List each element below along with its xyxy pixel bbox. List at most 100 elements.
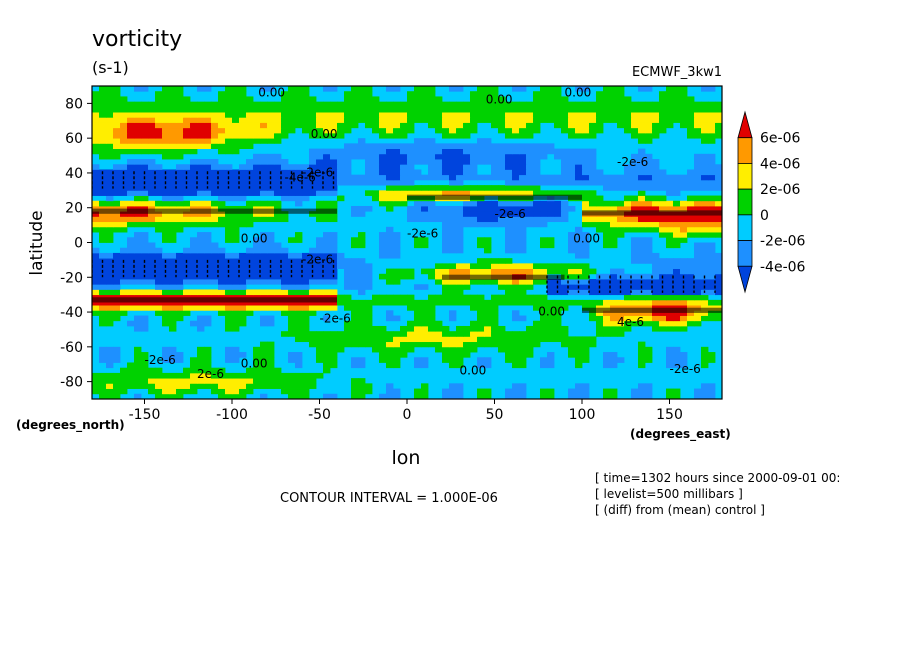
field-cell — [638, 112, 646, 118]
field-cell — [533, 127, 541, 134]
field-cell — [498, 169, 506, 176]
field-cell — [435, 341, 443, 348]
field-cell — [323, 148, 331, 155]
field-cell — [456, 357, 464, 363]
field-cell — [337, 106, 345, 113]
field-cell — [638, 164, 646, 170]
field-cell — [540, 200, 548, 207]
field-cell — [498, 279, 506, 285]
field-cell — [337, 258, 345, 264]
field-cell — [561, 101, 569, 108]
field-cell — [659, 106, 667, 113]
field-cell — [302, 279, 310, 285]
field-cell — [162, 153, 170, 160]
field-cell — [428, 117, 436, 123]
field-cell — [99, 284, 107, 290]
field-cell — [253, 258, 261, 264]
field-cell — [148, 169, 156, 176]
field-cell — [463, 185, 471, 191]
field-cell — [155, 226, 163, 233]
field-cell — [498, 263, 506, 269]
field-cell — [442, 226, 450, 233]
field-cell — [148, 305, 156, 311]
field-cell — [526, 352, 534, 358]
field-cell — [624, 127, 632, 134]
field-cell — [330, 122, 338, 129]
field-cell — [659, 221, 667, 228]
field-cell — [498, 284, 506, 290]
field-cell — [134, 190, 142, 196]
field-cell — [645, 122, 653, 129]
field-cell — [505, 179, 513, 186]
field-cell — [477, 388, 485, 395]
field-cell — [393, 122, 401, 129]
field-cell — [267, 127, 275, 134]
field-cell — [568, 289, 576, 296]
field-cell — [99, 96, 107, 103]
field-cell — [232, 179, 240, 186]
field-cell — [274, 200, 282, 207]
field-cell — [239, 138, 247, 144]
field-cell — [176, 179, 184, 186]
field-cell — [442, 325, 450, 332]
field-cell — [99, 378, 107, 384]
field-cell — [106, 195, 114, 202]
field-cell — [218, 221, 226, 228]
field-cell — [407, 320, 415, 327]
field-cell — [288, 393, 296, 399]
field-cell — [596, 331, 604, 337]
field-cell — [218, 127, 226, 134]
field-cell — [393, 357, 401, 363]
field-cell — [715, 289, 722, 296]
field-cell — [288, 101, 296, 108]
field-cell — [638, 310, 646, 316]
field-cell — [442, 205, 450, 212]
field-cell — [659, 320, 667, 327]
field-cell — [134, 101, 142, 108]
field-cell — [197, 367, 205, 374]
field-cell — [127, 112, 135, 118]
field-cell — [197, 200, 205, 207]
field-cell — [400, 106, 408, 113]
field-cell — [512, 341, 520, 348]
field-cell — [246, 112, 254, 118]
field-cell — [358, 268, 366, 275]
field-cell — [190, 247, 198, 254]
field-cell — [99, 346, 107, 353]
field-cell — [400, 164, 408, 170]
field-cell — [428, 101, 436, 108]
field-cell — [694, 289, 702, 296]
field-cell — [372, 117, 380, 123]
field-cell — [715, 117, 722, 123]
field-cell — [666, 273, 674, 280]
field-cell — [694, 232, 702, 238]
field-cell — [169, 153, 177, 160]
field-cell — [169, 86, 177, 92]
field-cell — [267, 101, 275, 108]
field-cell — [176, 91, 184, 97]
field-cell — [113, 310, 121, 316]
field-cell — [491, 211, 499, 217]
y-tick-label: -20 — [60, 270, 83, 286]
field-cell — [694, 174, 702, 181]
field-cell — [547, 299, 555, 306]
field-cell — [652, 122, 660, 129]
field-cell — [561, 263, 569, 269]
field-cell — [141, 148, 149, 155]
field-cell — [645, 159, 653, 165]
field-cell — [652, 132, 660, 139]
field-cell — [365, 279, 373, 285]
field-cell — [162, 383, 170, 389]
field-cell — [498, 294, 506, 301]
field-cell — [519, 106, 527, 113]
field-cell — [197, 216, 205, 223]
field-cell — [554, 117, 562, 123]
field-cell — [386, 226, 394, 233]
field-cell — [568, 132, 576, 139]
field-cell — [344, 273, 352, 280]
field-cell — [260, 242, 268, 249]
field-cell — [701, 310, 709, 316]
field-cell — [540, 336, 548, 343]
field-cell — [596, 112, 604, 118]
field-cell — [281, 383, 289, 389]
